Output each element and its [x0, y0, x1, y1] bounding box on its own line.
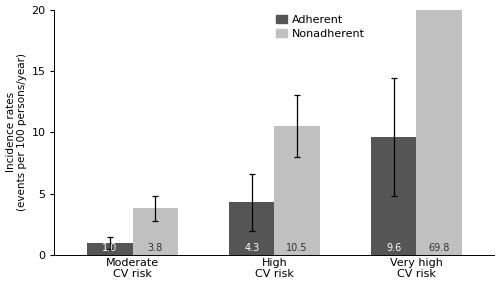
Text: 69.8: 69.8 [428, 243, 450, 253]
Bar [87, 243, 132, 255]
Bar [132, 208, 178, 255]
Bar [371, 137, 416, 255]
Bar [416, 10, 462, 255]
Text: 10.5: 10.5 [286, 243, 308, 253]
Text: 9.6: 9.6 [386, 243, 402, 253]
Bar [229, 202, 274, 255]
Text: 4.3: 4.3 [244, 243, 260, 253]
Text: 1.0: 1.0 [102, 243, 118, 253]
Text: 3.8: 3.8 [148, 243, 163, 253]
Legend: Adherent, Nonadherent: Adherent, Nonadherent [271, 10, 370, 44]
Bar [274, 126, 320, 255]
Y-axis label: Incidence rates
(events per 100 persons/year): Incidence rates (events per 100 persons/… [6, 53, 27, 211]
